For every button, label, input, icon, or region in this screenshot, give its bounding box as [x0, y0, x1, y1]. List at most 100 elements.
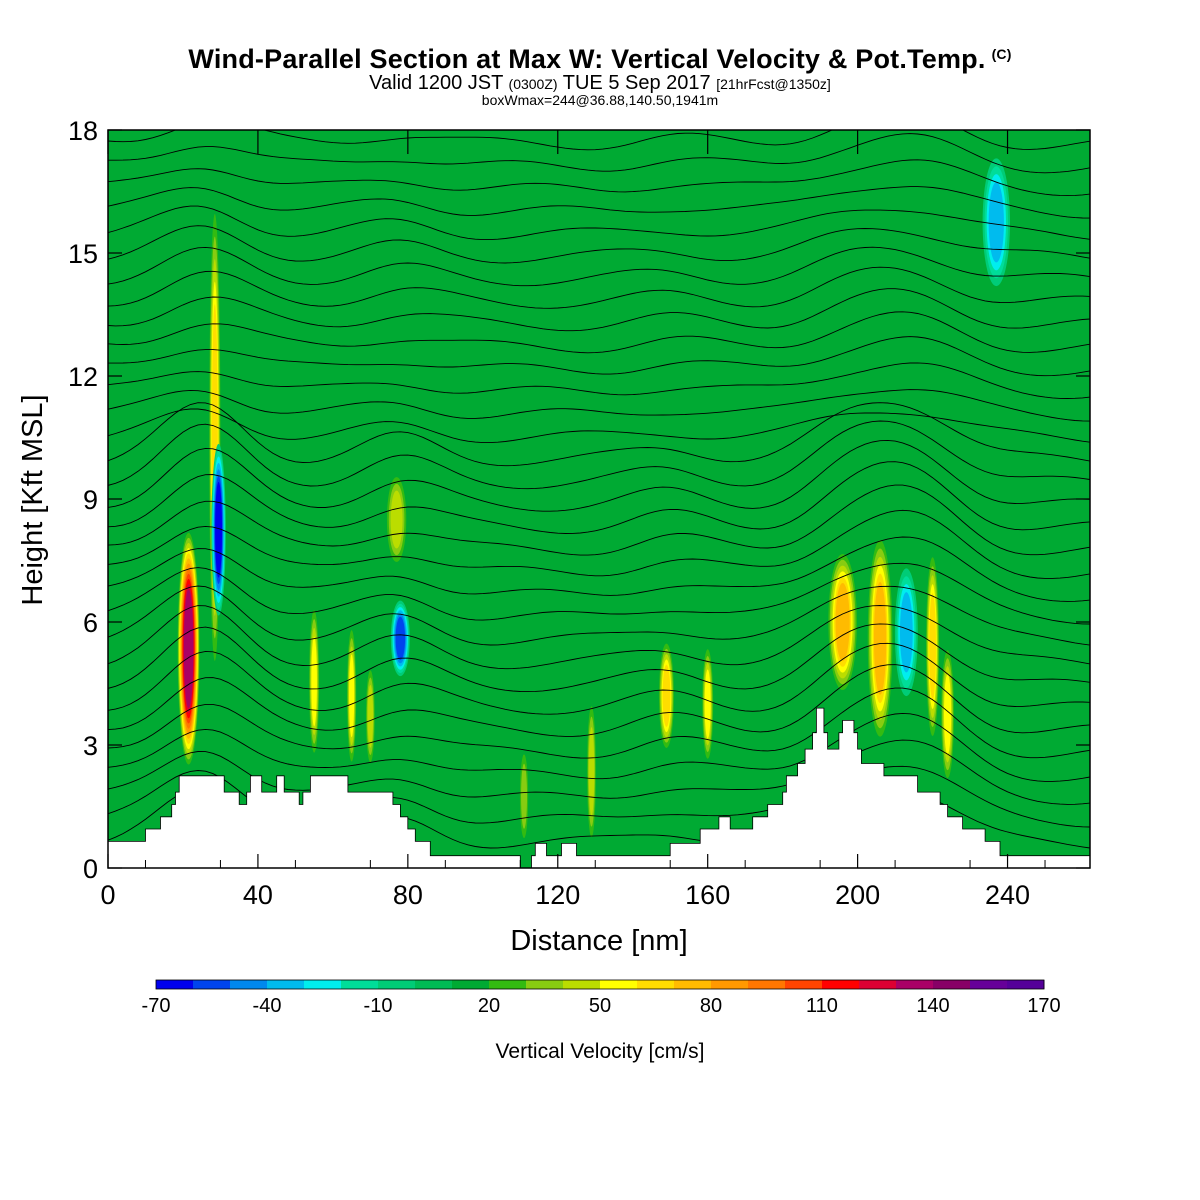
velocity-band-16-3: [899, 592, 913, 673]
colorbar-swatch: [526, 980, 564, 989]
contour-line-23: [108, 288, 1090, 332]
chart-title: Wind-Parallel Section at Max W: Vertical…: [188, 44, 1012, 74]
velocity-band-0-11: [183, 589, 194, 709]
contour-line-5: [108, 664, 1090, 737]
y-tick-label: 9: [83, 485, 98, 515]
contour-line-17: [108, 402, 1090, 467]
colorbar-label: Vertical Velocity [cm/s]: [496, 1040, 705, 1063]
y-tick-label: 0: [83, 854, 98, 884]
contour-line-30: [108, 133, 1090, 174]
colorbar-swatch: [711, 980, 749, 989]
contour-line-15: [108, 439, 1090, 512]
x-tick-label: 240: [985, 880, 1030, 910]
axes: 0 40 80 120 160 200 240 0 3 6 9 12 15 18: [68, 116, 1090, 910]
contour-line-22: [108, 311, 1090, 354]
contour-line-7: [108, 623, 1090, 693]
contour-line-13: [108, 484, 1090, 556]
contour-line-28: [108, 186, 1090, 219]
velocity-band-4-3: [349, 654, 355, 738]
contour-line-9: [108, 585, 1090, 646]
colorbar-tick-label: 20: [478, 995, 500, 1017]
contour-line-24: [108, 266, 1090, 309]
x-tick-label: 200: [835, 880, 880, 910]
x-tick-label: 120: [535, 880, 580, 910]
contour-line-16: [108, 420, 1090, 490]
colorbar-swatch: [267, 980, 305, 989]
contour-line-21: [108, 336, 1090, 377]
velocity-field: [108, 130, 1090, 868]
contour-line-20: [108, 362, 1090, 399]
colorbar-swatch: [748, 980, 786, 989]
colorbar-swatch: [859, 980, 897, 989]
velocity-band-11-3: [704, 669, 711, 739]
colorbar-swatch: [822, 980, 860, 989]
contour-line-19: [108, 389, 1090, 422]
colorbar-swatch: [600, 980, 638, 989]
y-axis-label: Height [Kft MSL]: [17, 394, 49, 605]
colorbar-tick-label: 140: [916, 995, 949, 1017]
colorbar-swatch: [452, 980, 490, 989]
colorbar-swatch: [489, 980, 527, 989]
colorbar-swatch: [674, 980, 712, 989]
contour-line-25: [108, 246, 1090, 287]
velocity-band-7-2: [390, 490, 403, 549]
contour-line-29: [108, 159, 1090, 197]
colorbar-tick-label: -40: [253, 995, 282, 1017]
velocity-band-10-4: [662, 664, 671, 727]
contour-line-18: [108, 408, 1090, 444]
contour-line-11: [108, 536, 1090, 602]
velocity-band-5-2: [367, 684, 374, 748]
colorbar-swatch: [341, 980, 379, 989]
x-tick-label: 80: [393, 880, 423, 910]
colorbar-swatch: [156, 980, 194, 989]
colorbar-swatch: [378, 980, 416, 989]
contour-line-8: [108, 605, 1090, 670]
velocity-band-13-5: [873, 582, 887, 695]
contour-line-3: [108, 712, 1090, 782]
contour-line-2: [108, 739, 1090, 805]
colorbar-swatch: [304, 980, 342, 989]
velocity-band-14-4: [929, 593, 936, 700]
colorbar-tick-label: 80: [700, 995, 722, 1017]
colorbar-swatch: [415, 980, 453, 989]
contour-line-26: [108, 225, 1090, 264]
velocity-band-3-3: [311, 636, 317, 727]
velocity-band-17-3: [988, 182, 1004, 263]
x-tick-label: 0: [100, 880, 115, 910]
colorbar-swatch: [563, 980, 601, 989]
y-tick-label: 3: [83, 731, 98, 761]
colorbar: -70 -40 -10 20 50 80 110 140 170: [142, 979, 1061, 1017]
contour-line-27: [108, 205, 1090, 241]
colorbar-swatch: [970, 980, 1008, 989]
x-tick-label: 40: [243, 880, 273, 910]
velocity-band-15-3: [944, 674, 952, 755]
colorbar-swatch: [230, 980, 268, 989]
copyright-mark: (C): [991, 46, 1012, 62]
colorbar-swatch: [637, 980, 675, 989]
contour-line-31: [108, 130, 1090, 151]
x-axis-label: Distance [nm]: [510, 925, 687, 957]
colorbar-tick-label: 110: [806, 995, 838, 1017]
velocity-band-6-5: [395, 616, 406, 661]
colorbar-frame: [155, 979, 1045, 990]
pot-temp-contours: [108, 130, 1090, 849]
x-tick-label: 160: [685, 880, 730, 910]
colorbar-swatch: [785, 980, 823, 989]
velocity-band-8-1: [521, 763, 528, 829]
field-background: [108, 130, 1090, 868]
terrain: [108, 707, 1090, 868]
y-tick-label: 15: [68, 239, 98, 269]
y-tick-label: 18: [68, 116, 98, 146]
velocity-band-9-2: [588, 727, 595, 817]
chart-info: boxWmax=244@36.88,140.50,1941m: [481, 92, 719, 108]
colorbar-swatch: [933, 980, 971, 989]
contour-line-12: [108, 509, 1090, 579]
colorbar-swatch: [1007, 980, 1045, 989]
contour-line-14: [108, 461, 1090, 534]
colorbar-tick-label: 170: [1027, 995, 1060, 1017]
contour-line-4: [108, 687, 1090, 759]
contour-line-10: [108, 562, 1090, 625]
colorbar-swatch: [193, 980, 231, 989]
y-tick-label: 6: [83, 608, 98, 638]
